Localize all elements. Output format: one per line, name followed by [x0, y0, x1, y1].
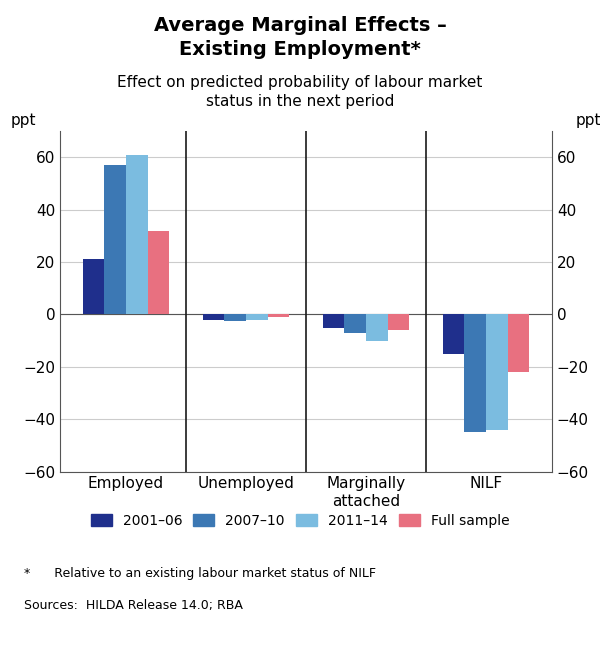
Bar	[464, 314, 486, 432]
Text: ppt: ppt	[576, 113, 600, 128]
Text: Average Marginal Effects –
Existing Employment*: Average Marginal Effects – Existing Empl…	[154, 16, 446, 59]
Bar	[246, 314, 268, 320]
Bar	[104, 165, 126, 314]
Bar	[224, 314, 246, 321]
Bar	[486, 314, 508, 430]
Bar	[388, 314, 409, 330]
Bar	[323, 314, 344, 328]
Bar	[203, 314, 224, 320]
Bar	[268, 314, 289, 317]
Bar	[344, 314, 366, 333]
Bar	[508, 314, 529, 372]
Bar	[148, 231, 169, 314]
Text: ppt: ppt	[11, 113, 36, 128]
Bar	[126, 155, 148, 314]
Text: Effect on predicted probability of labour market
status in the next period: Effect on predicted probability of labou…	[118, 75, 482, 109]
Bar	[443, 314, 464, 354]
Bar	[83, 259, 104, 314]
Legend: 2001–06, 2007–10, 2011–14, Full sample: 2001–06, 2007–10, 2011–14, Full sample	[85, 508, 515, 533]
Text: Sources:  HILDA Release 14.0; RBA: Sources: HILDA Release 14.0; RBA	[24, 599, 243, 612]
Bar	[366, 314, 388, 341]
Text: *      Relative to an existing labour market status of NILF: * Relative to an existing labour market …	[24, 567, 376, 580]
